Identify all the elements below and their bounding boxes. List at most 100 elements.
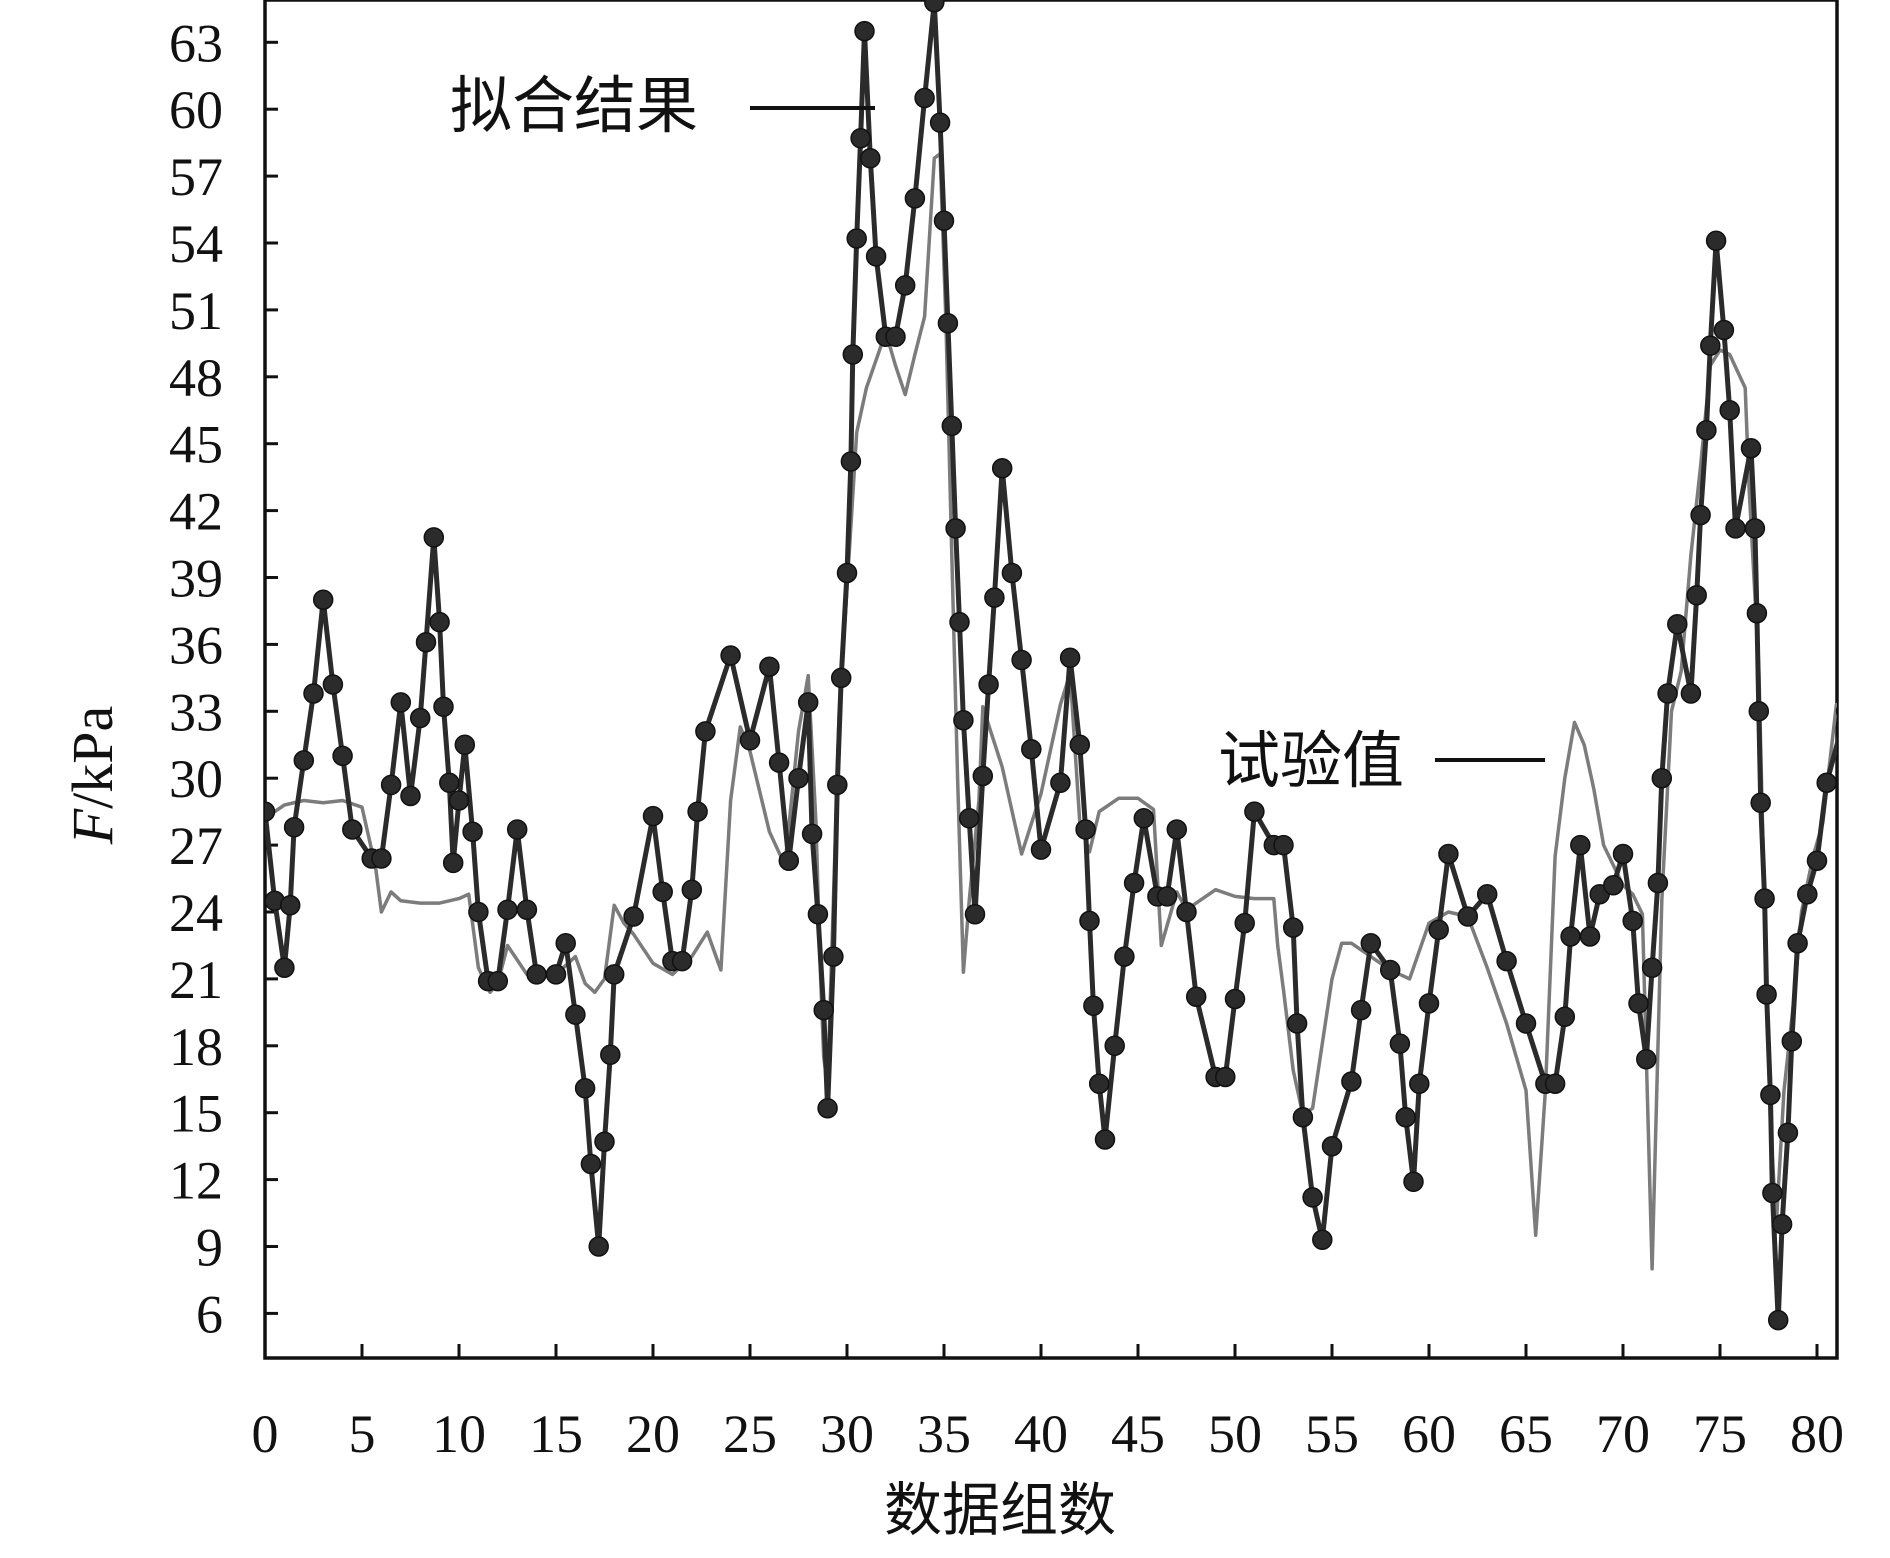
x-tick-label: 80	[1790, 1404, 1844, 1464]
y-tick-label: 60	[169, 80, 223, 140]
x-tick-label: 25	[723, 1404, 777, 1464]
fit-point	[1806, 850, 1828, 871]
fit-point	[1746, 602, 1768, 624]
x-tick-label: 55	[1305, 1404, 1359, 1464]
fit-point	[1286, 1013, 1308, 1034]
fit-point	[1094, 1129, 1116, 1150]
fit-point	[1842, 780, 1861, 799]
fit-point	[850, 127, 871, 149]
fit-point	[964, 903, 986, 925]
fit-point	[1725, 518, 1746, 539]
fit-point	[1560, 926, 1581, 947]
fit-point	[1282, 917, 1304, 938]
fit-point	[371, 848, 392, 869]
fit-point	[1438, 843, 1459, 865]
fit-point	[759, 656, 780, 677]
fit-point	[1114, 946, 1135, 967]
fit-point	[526, 964, 547, 985]
fit-point	[1021, 738, 1042, 760]
fit-point	[1603, 874, 1624, 896]
fit-point	[1719, 400, 1740, 421]
fit-point	[1680, 683, 1702, 704]
fit-point	[1713, 319, 1735, 341]
fit-point	[1166, 819, 1188, 840]
y-tick-label: 63	[169, 13, 223, 73]
x-tick-label: 50	[1208, 1404, 1262, 1464]
fit-point	[958, 808, 980, 829]
fit-point	[1636, 1048, 1657, 1070]
fit-point	[574, 1077, 596, 1099]
fit-point	[1050, 772, 1071, 793]
fit-point	[1083, 995, 1104, 1016]
fit-point	[415, 631, 437, 653]
x-axis: 0 5 10 15 20 25 30 35 40 45 50 55 60 65 70 75 80	[252, 1344, 1844, 1464]
fit-point	[1234, 912, 1255, 934]
fit-point	[1185, 986, 1207, 1007]
fit-point	[283, 817, 305, 838]
y-tick-label: 57	[169, 147, 223, 207]
annotation-layer: 拟合结果 试验值	[450, 73, 1545, 796]
fit-point	[1628, 993, 1649, 1014]
fit-point	[941, 415, 963, 437]
fit-point	[580, 1153, 602, 1175]
fit-point	[1292, 1106, 1314, 1128]
fit-point	[1622, 910, 1643, 932]
fit-point	[1760, 1084, 1781, 1106]
fit-point	[1350, 999, 1372, 1021]
fit-point	[506, 819, 528, 840]
fit-point	[797, 692, 819, 713]
fit-point	[842, 344, 864, 365]
y-tick-label: 27	[169, 816, 223, 876]
fit-point	[801, 823, 823, 845]
fit-point	[293, 750, 315, 771]
fit-point	[516, 899, 538, 921]
fit-point	[924, 0, 945, 13]
y-axis-title-unit: /kPa	[60, 706, 125, 809]
y-tick-label: 24	[169, 883, 223, 943]
fit-point	[807, 903, 829, 925]
y-tick-label: 39	[169, 549, 223, 609]
y-tick-label: 51	[169, 281, 223, 341]
fit-point	[1030, 839, 1052, 860]
fit-point	[929, 112, 951, 133]
fit-point	[1088, 1073, 1110, 1094]
fit-point	[448, 790, 470, 811]
fit-point	[1579, 926, 1601, 947]
fit-point	[380, 774, 402, 796]
fit-point	[1771, 1213, 1793, 1235]
fit-point	[1244, 801, 1265, 822]
fit-point	[945, 518, 966, 539]
y-tick-label: 9	[196, 1218, 223, 1278]
series-line-test	[265, 152, 1837, 1271]
fit-point	[1273, 834, 1294, 856]
fit-point	[1754, 888, 1775, 909]
fit-point	[1647, 872, 1669, 894]
fit-point	[840, 451, 862, 472]
plot-frame	[263, 0, 1839, 1360]
x-tick-label: 5	[349, 1404, 376, 1464]
annotation-test-label: 试验值	[1218, 728, 1404, 796]
y-tick-label: 36	[169, 615, 223, 675]
fit-point	[623, 906, 644, 927]
x-tick-label: 30	[820, 1404, 874, 1464]
fit-point	[827, 774, 848, 796]
y-tick-label: 54	[169, 214, 223, 274]
fit-point	[1554, 1006, 1576, 1028]
series-layer	[265, 0, 1861, 1331]
fit-point	[565, 1004, 586, 1025]
fit-point	[1457, 906, 1479, 927]
fit-point	[1787, 932, 1808, 954]
fit-point	[720, 645, 741, 666]
fit-point	[1744, 518, 1766, 539]
fit-point	[1777, 1122, 1799, 1144]
fit-point	[1133, 808, 1155, 829]
fit-point	[642, 805, 664, 827]
fit-point	[1690, 504, 1711, 526]
y-tick-label: 45	[169, 415, 223, 475]
fit-point	[894, 275, 916, 296]
fit-point	[1011, 649, 1032, 671]
fit-point	[487, 970, 509, 992]
fit-point	[1797, 883, 1818, 905]
fit-point	[1176, 901, 1197, 923]
